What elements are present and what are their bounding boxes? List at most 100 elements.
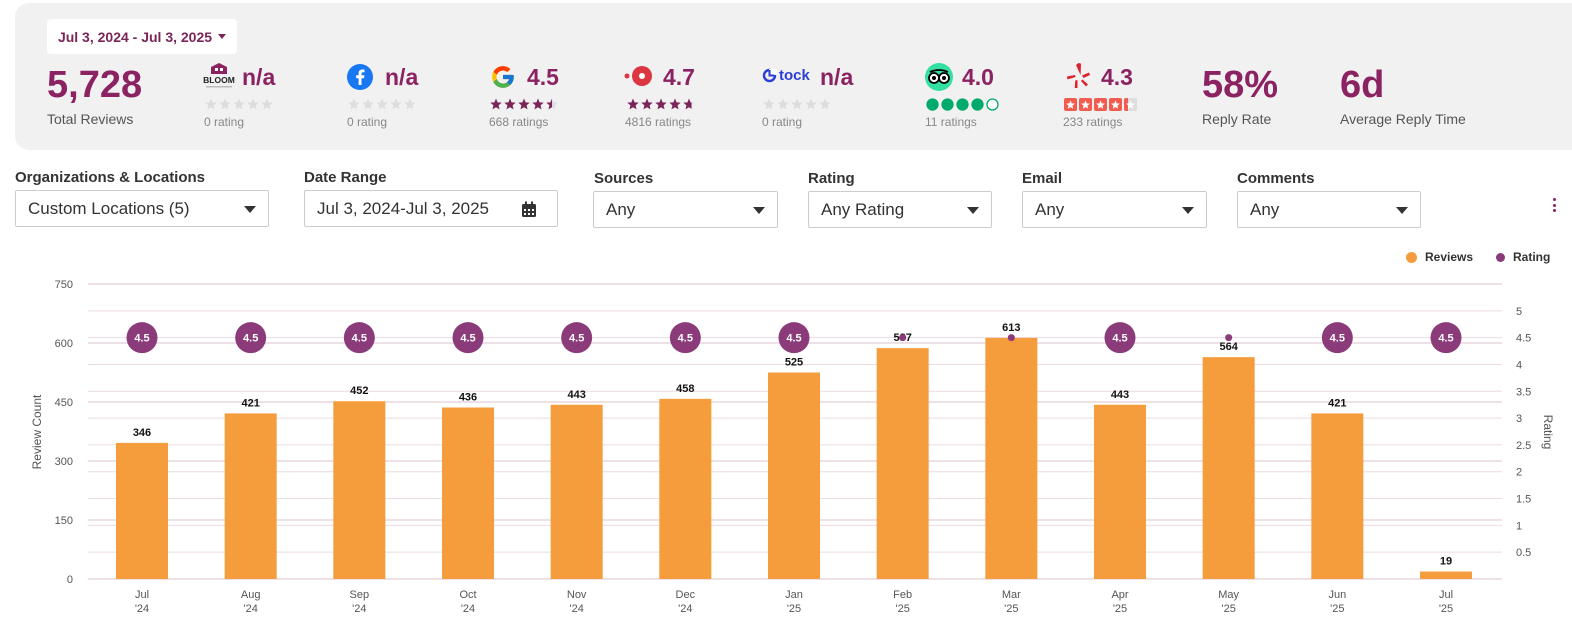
rating-point bbox=[235, 322, 267, 354]
star-icon bbox=[819, 98, 831, 110]
star-icon bbox=[219, 98, 231, 110]
star-icon bbox=[362, 98, 374, 110]
rating-select[interactable]: Any Rating bbox=[808, 191, 992, 228]
x-tick-label: '24 bbox=[243, 603, 257, 615]
rating-point-label: 4.5 bbox=[1112, 333, 1127, 345]
y-tick-label: 150 bbox=[55, 515, 73, 527]
y2-tick-label: 3.5 bbox=[1516, 386, 1531, 398]
email-select[interactable]: Any bbox=[1022, 191, 1207, 228]
tripadvisor-bubbles bbox=[926, 98, 999, 111]
star-icon bbox=[1064, 98, 1077, 111]
legend-rating-label: Rating bbox=[1513, 250, 1551, 264]
google-stars bbox=[490, 98, 558, 110]
filter-label-comments: Comments bbox=[1237, 170, 1315, 187]
rating-point-label: 4.5 bbox=[134, 333, 149, 345]
star-icon bbox=[641, 98, 653, 110]
svg-text:BLOOM: BLOOM bbox=[203, 75, 235, 85]
star-icon bbox=[532, 98, 544, 110]
date-range-input[interactable]: Jul 3, 2024-Jul 3, 2025 bbox=[304, 190, 558, 227]
bar-value-label: 452 bbox=[350, 385, 368, 397]
y2-tick-label: 2.5 bbox=[1516, 440, 1531, 452]
rating-point-label: 4.5 bbox=[460, 333, 475, 345]
bubble-icon bbox=[986, 98, 999, 111]
x-tick-label: '25 bbox=[1221, 603, 1235, 615]
rating-point-label: 4.5 bbox=[243, 333, 258, 345]
x-tick-label: '24 bbox=[678, 603, 692, 615]
summary-panel bbox=[15, 3, 1572, 150]
x-tick-label: '25 bbox=[1439, 603, 1453, 615]
rating-point bbox=[1104, 322, 1136, 354]
bar-value-label: 564 bbox=[1219, 341, 1238, 353]
x-tick-label: Mar bbox=[1002, 589, 1021, 601]
y2-tick-label: 1.5 bbox=[1516, 494, 1531, 506]
star-icon bbox=[627, 98, 639, 110]
google-rating-value: 4.5 bbox=[527, 64, 559, 90]
star-icon bbox=[348, 98, 360, 110]
filter-label-sources: Sources bbox=[594, 170, 654, 187]
bar bbox=[224, 413, 277, 579]
x-tick-label: '24 bbox=[135, 603, 149, 615]
reply-rate-label: Reply Rate bbox=[1202, 111, 1272, 127]
filter-label-orgs: Organizations & Locations bbox=[15, 169, 206, 186]
bar-value-label: 421 bbox=[241, 397, 259, 409]
bar bbox=[116, 442, 168, 579]
comments-select[interactable]: Any bbox=[1237, 191, 1421, 228]
yelp-rating-count: 233 ratings bbox=[1063, 115, 1123, 129]
total-reviews-label: Total Reviews bbox=[47, 111, 134, 127]
filter-label-email: Email bbox=[1022, 170, 1063, 187]
y-tick-label: 300 bbox=[55, 456, 73, 468]
x-tick-label: '25 bbox=[895, 603, 909, 615]
star-icon bbox=[1124, 98, 1137, 111]
rating-point-label: 4.5 bbox=[678, 333, 693, 345]
tock-rating-count: 0 rating bbox=[762, 115, 803, 129]
bar bbox=[333, 401, 386, 579]
rating-point bbox=[343, 322, 375, 354]
bar bbox=[985, 337, 1038, 579]
chevron-down-icon bbox=[967, 207, 979, 214]
filter-label-date-range: Date Range bbox=[304, 169, 387, 186]
y2-tick-label: 1 bbox=[1516, 520, 1522, 532]
bar bbox=[768, 372, 820, 579]
star-icon bbox=[490, 98, 502, 110]
calendar-icon[interactable] bbox=[521, 201, 537, 218]
y2-tick-label: 5 bbox=[1516, 306, 1522, 318]
x-tick-label: Feb bbox=[893, 589, 912, 601]
sources-select[interactable]: Any bbox=[593, 191, 778, 228]
chevron-down-icon bbox=[1182, 207, 1194, 214]
bloom-rating-count: 0 rating bbox=[204, 115, 245, 129]
more-options-icon[interactable] bbox=[1551, 198, 1557, 212]
rating-point bbox=[1430, 322, 1462, 354]
legend-reviews[interactable]: Reviews bbox=[1406, 250, 1473, 264]
google-rating-count: 668 ratings bbox=[489, 115, 549, 129]
star-icon bbox=[1109, 98, 1122, 111]
bar bbox=[550, 404, 603, 579]
y-tick-label: 750 bbox=[55, 279, 73, 291]
caret-down-icon bbox=[218, 34, 227, 39]
orgs-locations-select[interactable]: Custom Locations (5) bbox=[15, 190, 269, 227]
rating-value: Any Rating bbox=[821, 199, 905, 219]
tock-logo: tock bbox=[762, 67, 810, 84]
comments-value: Any bbox=[1250, 199, 1280, 219]
bar-value-label: 458 bbox=[676, 383, 694, 395]
rating-point bbox=[1007, 334, 1015, 342]
tripadvisor-rating-count: 11 ratings bbox=[925, 115, 977, 129]
y2-tick-label: 4.5 bbox=[1516, 333, 1531, 345]
bloom-stars bbox=[205, 98, 273, 110]
x-tick-label: '24 bbox=[352, 603, 366, 615]
x-tick-label: Jan bbox=[785, 589, 803, 601]
x-tick-label: Aug bbox=[241, 589, 261, 601]
bar bbox=[1094, 404, 1146, 579]
bubble-icon bbox=[971, 98, 984, 111]
bar-value-label: 346 bbox=[133, 427, 151, 439]
bar bbox=[1202, 357, 1255, 579]
date-range-dropdown[interactable]: Jul 3, 2024 - Jul 3, 2025 bbox=[47, 19, 237, 54]
tock-rating-value: n/a bbox=[820, 64, 854, 90]
star-icon bbox=[376, 98, 388, 110]
date-range-value: Jul 3, 2024-Jul 3, 2025 bbox=[317, 198, 490, 218]
star-icon bbox=[763, 98, 775, 110]
legend-rating[interactable]: Rating bbox=[1496, 250, 1550, 264]
rating-point bbox=[899, 334, 907, 342]
chevron-down-icon bbox=[244, 206, 256, 213]
bar-value-label: 436 bbox=[459, 392, 477, 404]
x-tick-label: Jul bbox=[135, 589, 149, 601]
